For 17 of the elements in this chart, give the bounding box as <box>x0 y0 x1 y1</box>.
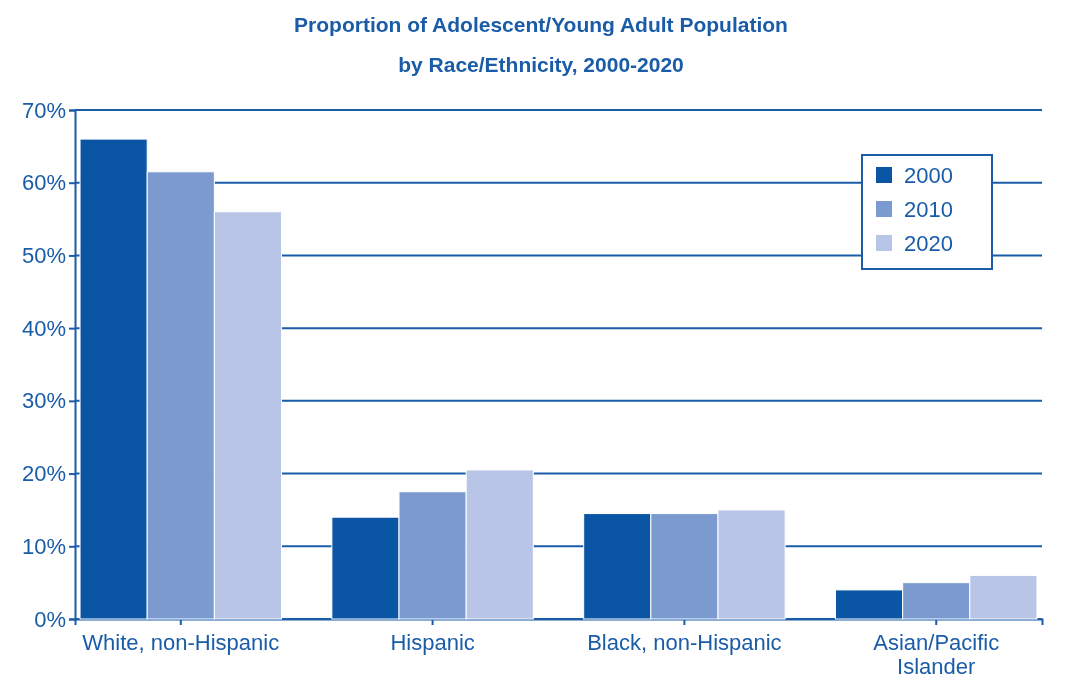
x-tick-label: White, non-Hispanic <box>82 630 280 655</box>
chart-subtitle: by Race/Ethnicity, 2000-2020 <box>398 53 684 76</box>
y-tick-label: 30% <box>21 388 66 414</box>
y-tick-label: 20% <box>21 461 66 487</box>
legend-label: 2000 <box>904 163 953 188</box>
legend-label: 2020 <box>904 231 953 256</box>
legend-label: 2010 <box>904 197 953 222</box>
y-tick-label: 60% <box>21 170 66 196</box>
y-tick-label: 50% <box>21 242 66 268</box>
x-tick-label: Asian/Pacific Islander <box>873 630 1000 680</box>
x-tick-label: Hispanic <box>390 630 475 655</box>
y-tick-label: 10% <box>21 533 66 559</box>
x-tick-label: Black, non-Hispanic <box>587 630 782 655</box>
y-tick-label: 70% <box>21 97 66 123</box>
y-tick-label: 40% <box>21 315 66 341</box>
y-tick-label: 0% <box>34 606 66 632</box>
chart-title: Proportion of Adolescent/Young Adult Population <box>294 13 788 36</box>
